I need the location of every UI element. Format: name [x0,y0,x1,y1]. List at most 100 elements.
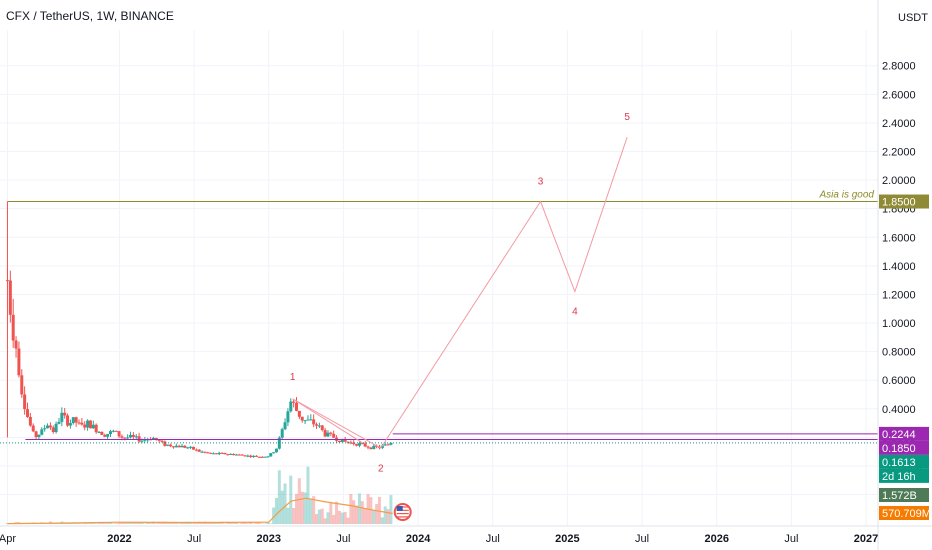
volume-bar [180,522,184,524]
candle-body [289,401,293,412]
volume-bar [323,518,327,524]
price-badge-4-bg [879,468,929,483]
volume-bar [77,523,81,524]
volume-bar [129,522,133,524]
candle-body [129,434,133,438]
candle-body [194,449,198,451]
candle-body [274,448,278,453]
volume-bar [234,522,238,524]
candle-body [63,412,67,416]
volume-bar [103,522,107,524]
volume-bar [249,521,253,524]
candle-body [66,415,70,426]
candle-body [140,440,144,442]
volume-bar [217,522,221,524]
candle-body [243,455,247,457]
candle-body [86,420,90,428]
candle-body [151,437,155,440]
candle-body [306,419,310,421]
volume-bar [154,523,158,524]
candle-body [317,425,321,427]
candle-body [100,431,104,436]
candle-body [226,454,230,456]
volume-bar [94,523,98,524]
candle-body [28,416,32,426]
price-badge-0-bg [879,194,929,209]
candle-body [349,442,353,444]
candle-body [68,423,72,426]
volume-bar [126,522,130,524]
candle-body [114,430,118,432]
trend-line [292,398,364,444]
candle-body [46,425,50,429]
volume-bar [360,501,364,524]
candle-body [346,441,350,443]
candle-body [120,436,124,438]
candle-body [249,455,253,458]
volume-bar [111,523,115,524]
volume-bar [346,517,350,524]
price-tick-label: 1.0000 [882,318,916,330]
candle-body [108,431,112,435]
price-badge-2: 0.1850 [882,443,916,455]
time-tick-label: Jul [336,533,350,545]
currency-label[interactable]: USDT [898,12,928,24]
candle-body [209,452,213,454]
volume-bar [100,522,104,524]
symbol-title[interactable]: CFX / TetherUS, 1W, BINANCE [6,9,174,23]
candle-body [17,348,21,376]
candle-body [357,443,361,446]
volume-bar [289,475,293,524]
candle-body [383,444,387,446]
candle-body [323,429,327,437]
candle-body [363,443,367,447]
volume-bar [257,522,261,524]
candle-body [160,440,164,442]
price-tick-label: 2.2000 [882,146,916,158]
volume-badge: 1.572B [882,490,917,502]
volume-bar [274,497,278,524]
candle-body [332,433,336,438]
volume-bar [375,503,379,524]
candle-body [372,445,376,450]
candle-body [48,425,52,428]
price-badge-0: 1.8500 [882,197,916,209]
candle-body [340,438,344,443]
volume-bar [108,522,112,524]
candle-body [74,417,78,423]
candle-body [272,452,276,454]
volume-bar [312,496,316,524]
volume-bar [309,498,313,524]
candle-body [355,444,359,446]
volume-bar [369,497,373,524]
wave-label-5: 5 [624,112,630,123]
volume-bar [232,523,236,524]
volume-bar [272,507,276,524]
volume-bar [386,509,390,524]
time-tick-label: 2027 [854,533,878,545]
time-tick-label: 2024 [406,533,431,545]
price-badges: 1.8500 0.2244 0.1850 0.1613 2d 16h 1.572B 570.… [879,194,931,520]
volume-bar [294,493,298,524]
country-flag-icon [393,503,412,521]
candle-body [94,424,98,433]
candle-body [254,455,258,457]
candle-body [252,455,256,458]
candle-body [309,419,313,421]
volume-bar [377,496,381,524]
wave-label-1: 1 [290,372,296,383]
price-tick-label: 2.4000 [882,118,916,130]
price-tick-label: 1.6000 [882,232,916,244]
candle-body [220,452,224,454]
volume-bar [191,523,195,524]
candle-body [25,409,29,417]
volume-bar [206,522,210,524]
candle-body [43,428,47,430]
candle-body [229,453,233,455]
price-tick-label: 0.4000 [882,404,916,416]
candle-body [180,445,184,448]
volume-bar [283,483,287,524]
volume-bar [320,508,324,524]
volume-bar [137,522,141,524]
